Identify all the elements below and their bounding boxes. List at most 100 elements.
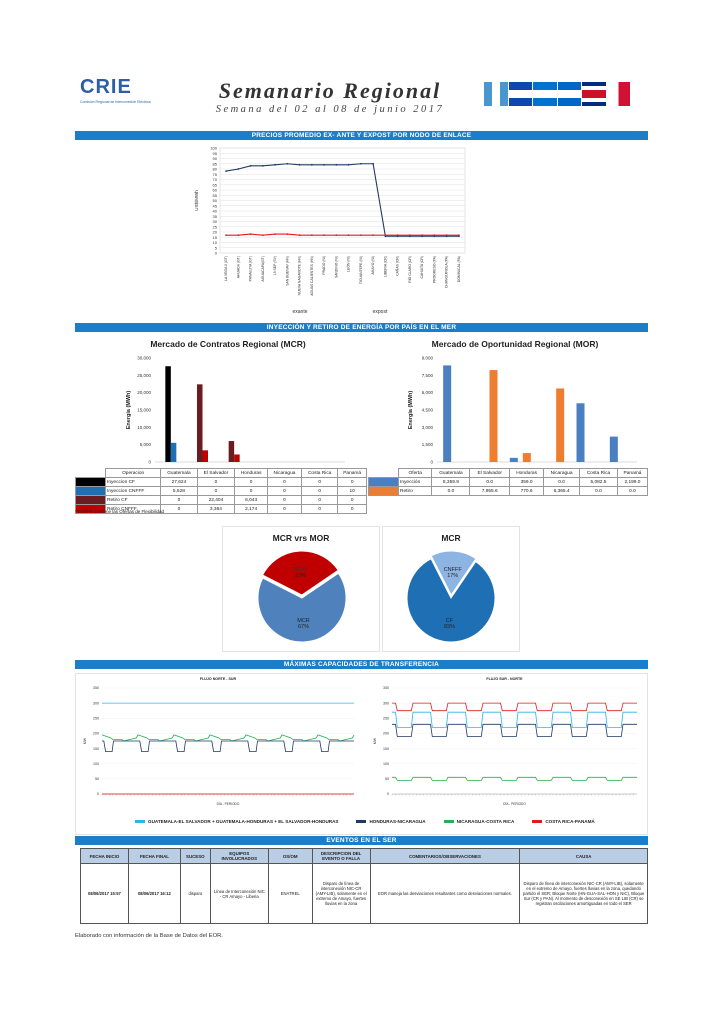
- pie-left-title: MCR vrs MOR: [272, 533, 330, 543]
- flujo-ytick-label: 0: [97, 792, 99, 796]
- flujo-sn-cr-pan-line: [392, 702, 637, 712]
- exante-line-point: [372, 162, 375, 165]
- mcr-cell: 0: [266, 504, 303, 514]
- flujo-xlabel: DÍA - PERIODO: [217, 802, 240, 806]
- mor-bar: [576, 403, 585, 462]
- mor-cell: 0.0: [616, 486, 649, 496]
- mcr-cell: 5,528: [160, 486, 198, 496]
- exante-line-point: [347, 163, 350, 166]
- flujo-legend: GUATEMALA-EL SALVADOR + GUATEMALA-HONDUR…: [135, 819, 615, 824]
- flujo-ytick-label: 350: [383, 686, 389, 690]
- mor-bar: [509, 457, 518, 462]
- mor-cell: 2,199.0: [616, 477, 649, 487]
- eventos-cell: ENATREL: [267, 863, 313, 924]
- logo-text: CRIE: [80, 76, 132, 98]
- mcr-cell: 0: [337, 504, 367, 514]
- flujo-legend-swatch: [356, 820, 367, 823]
- eventos-cell: disparo: [179, 863, 211, 924]
- mor-column-header: Costa Rica: [578, 468, 618, 478]
- pie-left-slice: [257, 572, 347, 643]
- crie-logo: CRIE Comisión Regional de Interconexión …: [80, 76, 175, 110]
- mcr-cell: 0: [337, 477, 367, 487]
- mcr-cell: 2,174: [234, 504, 268, 514]
- pie-mcr-vs-mor-panel: MCR vrs MOR: [222, 526, 380, 652]
- pie-mcr-panel: MCR: [382, 526, 520, 652]
- mcr-ytick-label: 30,000: [137, 356, 151, 361]
- price-ytick-label: 35: [213, 214, 218, 219]
- mor-cell: 7,955.6: [469, 486, 510, 496]
- mcr-table: Operacion Guatemala El Salvador Honduras Nic…: [75, 468, 367, 514]
- price-ytick-label: 65: [213, 182, 218, 187]
- expost-line-point: [421, 234, 424, 237]
- price-ytick-label: 90: [213, 156, 218, 161]
- flujo-ytick-label: 200: [93, 732, 99, 736]
- flujo-norte-sur-chart: FLUJO NORTE - SUR 0 50 100 150 200 250 300 350 MW…: [83, 677, 355, 806]
- flag-costa-rica-icon: [582, 82, 606, 106]
- mcr-cell: 0: [196, 486, 236, 496]
- exante-line: [226, 163, 459, 237]
- mcr-row-swatch: [75, 477, 106, 487]
- expost-line-point: [372, 234, 375, 237]
- eventos-cell: 08/06/2017 15:57: [80, 863, 129, 924]
- price-ytick-label: 15: [213, 235, 218, 240]
- eventos-table: FECHA INICIO FECHA FINAL SUCESO EQUIPOS INV…: [80, 848, 648, 924]
- pie-right-slice: [406, 558, 496, 643]
- expost-line-point: [237, 234, 240, 237]
- mor-chart-title: Mercado de Oportunidad Regional (MOR): [431, 339, 599, 349]
- flujo-sn-gua-sal-hon-line: [392, 711, 637, 728]
- exante-line-point: [237, 168, 240, 170]
- flujo-ytick-label: 150: [383, 747, 389, 751]
- expost-line-point: [274, 233, 277, 235]
- pie-right-slice-label: CNFFF: [444, 567, 463, 573]
- mor-column-header: Honduras: [508, 468, 545, 478]
- expost-line-point: [323, 234, 326, 237]
- eventos-cell: Disparo de línea de interconexión NIC-CR…: [519, 863, 648, 924]
- mcr-ytick-label: 25,000: [137, 373, 151, 378]
- mcr-column-header: Panamá: [337, 468, 367, 478]
- mcr-bar: [197, 384, 203, 462]
- pie-right-slice-value: 17%: [447, 573, 458, 579]
- mor-bar-chart: 0 1,500 3,000 4,500 6,000 7,500 9,000 Energía (…: [408, 356, 637, 465]
- price-ytick-label: 25: [213, 224, 218, 229]
- exante-line-point: [225, 170, 228, 172]
- price-xtick-label: LIBERIA (CR): [383, 256, 387, 277]
- mcr-column-header: Nicaragua: [266, 468, 303, 478]
- exante-line-point: [359, 162, 362, 165]
- flujo-legend-label: HONDURAS-NICARAGUA: [369, 819, 426, 824]
- mor-ytick-label: 0: [430, 460, 433, 465]
- price-ytick-label: 95: [213, 151, 218, 156]
- price-xtick-label: SAN BUENAV (HN): [285, 256, 289, 286]
- mcr-ytick-label: 10,000: [137, 425, 151, 430]
- mcr-ytick-label: 0: [148, 460, 151, 465]
- price-xtick-label: 15 SEP (SV): [273, 256, 277, 275]
- mcr-ytick-label: 5,000: [140, 442, 152, 447]
- page-subtitle: Semana del 02 al 08 de junio 2017: [215, 104, 445, 115]
- eventos-cell: Línea de Interconexión NIC - CR Amayo - …: [209, 863, 269, 924]
- mcr-cell: 0: [234, 477, 268, 487]
- flujo-ytick-label: 0: [387, 792, 389, 796]
- eventos-column-header: EQUIPOS INVOLUCRADOS: [209, 848, 269, 864]
- exante-line-point: [310, 163, 313, 166]
- mcr-note: * CNFFF contiene las Ofertas de Flexibil…: [75, 509, 165, 514]
- flujo-sur-norte-chart: FLUJO SUR - NORTE 0 50 100 150 200 250 300 350 MW…: [373, 677, 637, 806]
- price-ytick-label: 50: [213, 198, 218, 203]
- mor-cell: 6,365.4: [543, 486, 580, 496]
- mor-bar: [443, 365, 452, 462]
- price-xtick-label: CHANGUINOLA (PA): [445, 256, 449, 288]
- mor-cell: 0.0: [431, 486, 471, 496]
- mcr-table-row: Retiro CF 0 22,404 6,043 0 0 0: [75, 495, 367, 505]
- flujo-ytick-label: 250: [383, 716, 389, 720]
- eventos-column-header: OS/OM: [267, 848, 313, 864]
- expost-line: [226, 233, 459, 236]
- section-bar-precios: PRECIOS PROMEDIO EX- ANTE Y EXPOST POR N…: [75, 131, 648, 140]
- eventos-column-header: FECHA FINAL: [127, 848, 181, 864]
- mcr-row-swatch: [75, 495, 106, 505]
- exante-line-point: [274, 163, 277, 166]
- mcr-row-label: Retiro CF: [104, 495, 162, 505]
- price-xtick-label: LA VEGA II (GT): [224, 256, 228, 281]
- mcr-row-swatch: [75, 486, 106, 496]
- mcr-bar: [165, 366, 171, 462]
- mor-column-header: Nicaragua: [543, 468, 580, 478]
- flujo-ylabel: MW: [83, 737, 87, 744]
